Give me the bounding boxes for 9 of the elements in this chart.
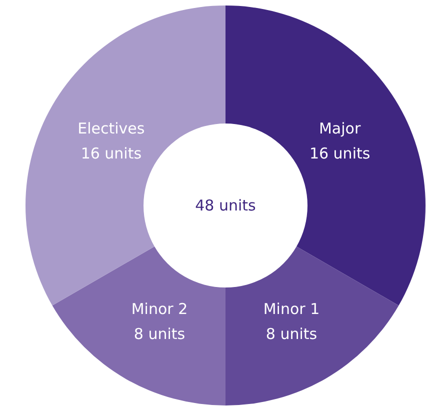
slice-label: Minor 2 [131, 300, 188, 318]
slice-label: Minor 1 [263, 300, 320, 318]
text: 48 units [195, 196, 256, 214]
data-label: 8 units [134, 324, 186, 343]
data-label: 16 units [309, 144, 370, 162]
data-label: 8 units [266, 324, 318, 343]
slice-label: Major [318, 120, 362, 138]
data-label: 16 units [80, 144, 142, 162]
slice-label: Electives [78, 120, 145, 138]
